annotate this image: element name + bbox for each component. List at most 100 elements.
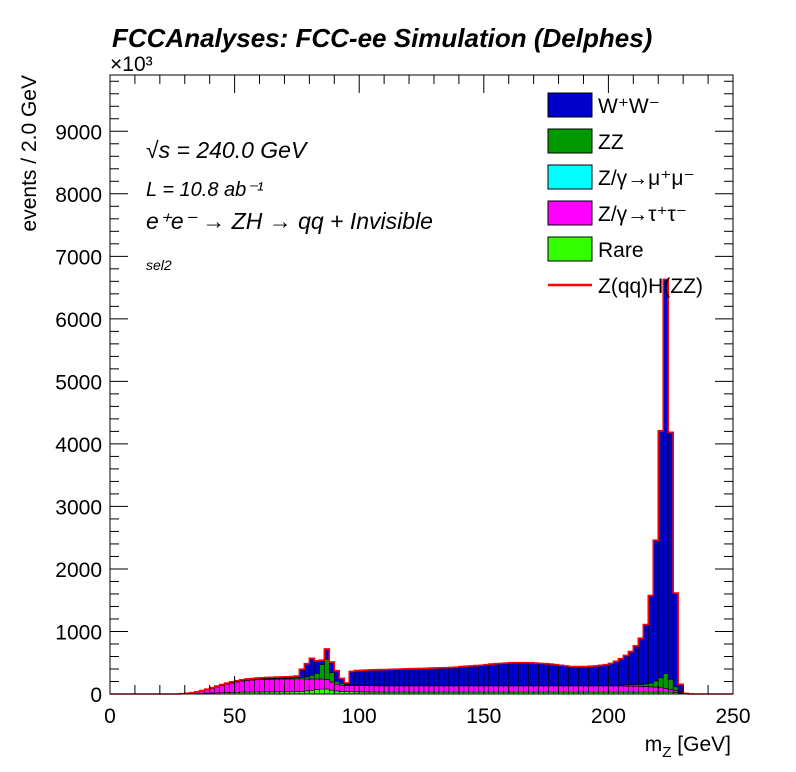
bar (324, 688, 330, 695)
bar (518, 685, 524, 693)
legend-label: Z/γ→τ⁺τ⁻ (598, 203, 687, 226)
bar (662, 673, 669, 689)
legend-item: Rare (547, 236, 644, 262)
bar (483, 664, 490, 686)
y-tick-label: 8000 (55, 184, 102, 207)
bar (408, 685, 415, 693)
bar (628, 651, 634, 686)
bar (618, 685, 624, 693)
bar (309, 689, 315, 695)
bar (667, 689, 674, 693)
bar (453, 666, 460, 686)
legend-item: ZZ (547, 128, 624, 154)
bar (553, 685, 559, 693)
legend-label: Z(qq)H(ZZ) (598, 275, 703, 298)
bar (294, 678, 300, 692)
legend-label: Z/γ→μ⁺μ⁻ (598, 167, 695, 190)
annotation-sqrt-s: √s = 240.0 GeV (146, 137, 309, 163)
bar (652, 680, 659, 688)
legend: W⁺W⁻ ZZ Z/γ→μ⁺μ⁻ Z/γ→τ⁺τ⁻ Rare Z(qq)H(ZZ) (547, 92, 703, 298)
bar (458, 685, 465, 693)
legend-label: W⁺W⁻ (598, 95, 660, 118)
bar (498, 685, 505, 693)
bar (598, 685, 604, 693)
bar (413, 668, 420, 686)
bar (259, 679, 265, 693)
x-tick-label: 250 (715, 705, 750, 728)
bar (333, 683, 340, 692)
bar (638, 686, 644, 693)
legend-item: Z/γ→τ⁺τ⁻ (547, 200, 687, 226)
bar (538, 663, 544, 686)
y-tick-label: 0 (90, 684, 102, 707)
bar (623, 655, 629, 686)
bar (642, 686, 649, 693)
bar (244, 680, 250, 693)
bar (443, 685, 450, 693)
bar (428, 667, 435, 686)
bar (314, 689, 320, 695)
y-tick-label: 1000 (55, 621, 102, 644)
bar (493, 663, 500, 686)
bar (353, 685, 360, 693)
bar (304, 678, 310, 692)
bar (603, 664, 609, 686)
plot-border (109, 74, 734, 695)
bar (608, 663, 614, 686)
bar (309, 674, 315, 680)
bar (563, 665, 569, 686)
bar (274, 678, 280, 693)
bar (393, 685, 400, 693)
bar (533, 685, 539, 693)
bar (533, 662, 539, 686)
bar (309, 678, 315, 691)
x-tick-label: 50 (223, 705, 246, 728)
bar (249, 679, 255, 693)
bar (448, 667, 455, 686)
bar (368, 669, 375, 686)
bar (328, 689, 335, 695)
bar (433, 685, 440, 693)
y-axis-label: events / 2.0 GeV (18, 75, 41, 231)
bar (523, 685, 529, 693)
bar (647, 682, 654, 688)
bar (468, 685, 475, 693)
bar (338, 684, 345, 692)
bar (478, 664, 485, 686)
bar (578, 666, 584, 686)
bar (518, 662, 524, 686)
bar (393, 668, 400, 686)
bar (583, 666, 589, 686)
chart-title: FCCAnalyses: FCC-ee Simulation (Delphes) (112, 23, 652, 53)
x-tick-label: 150 (466, 705, 501, 728)
bar (289, 678, 295, 693)
bar (478, 685, 485, 693)
bar (319, 678, 325, 690)
y-tick-label: 5000 (55, 371, 102, 394)
bar (453, 685, 460, 693)
bar (672, 686, 679, 691)
bar (343, 685, 350, 692)
y-tick-label: 2000 (55, 559, 102, 582)
bar (433, 667, 440, 686)
bar (438, 685, 445, 693)
series-W⁺W⁻ (179, 279, 694, 695)
bar (573, 666, 579, 686)
bar (558, 664, 564, 686)
bar (458, 666, 465, 686)
bar (463, 685, 470, 693)
bar (229, 682, 235, 693)
bar (573, 685, 579, 693)
bar (657, 687, 664, 693)
plot-area (109, 74, 734, 695)
bar (568, 685, 574, 693)
bar (498, 663, 505, 686)
bar (647, 686, 654, 693)
bar (348, 685, 355, 693)
x-tick-label: 0 (104, 705, 116, 728)
bar (443, 667, 450, 686)
bar (548, 663, 554, 686)
bar (333, 681, 340, 685)
bar (493, 685, 500, 693)
bar (568, 666, 574, 686)
